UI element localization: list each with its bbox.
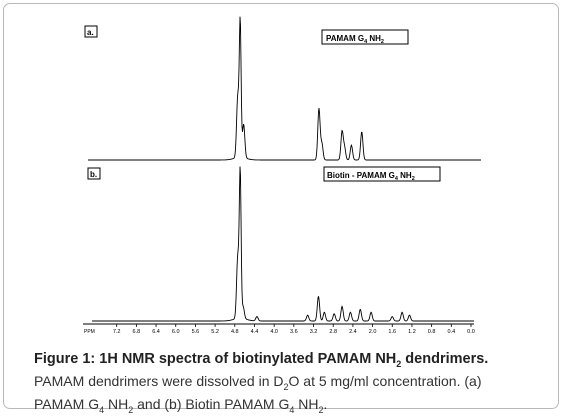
caption-body: PAMAM dendrimers were dissolved in D2O a… [34, 372, 482, 415]
x-tick-label: 6.4 [152, 329, 160, 335]
x-tick-label: 1.6 [388, 329, 396, 335]
x-tick-label: 4.8 [231, 329, 239, 335]
x-tick-label: 0.4 [447, 329, 455, 335]
caption-title: Figure 1: 1H NMR spectra of biotinylated… [34, 351, 489, 369]
x-tick-label: 1.2 [408, 329, 416, 335]
x-tick-label: 6.0 [172, 329, 180, 335]
x-tick-label: 7.2 [113, 329, 121, 335]
x-tick-label: 0.8 [428, 329, 436, 335]
x-tick-label: 4.0 [270, 329, 278, 335]
panel-b-label: b. [90, 170, 97, 179]
x-tick-label: 2.0 [369, 329, 377, 335]
panel-b-compound-label: Biotin - PAMAM G4 NH2 [327, 171, 415, 182]
x-tick-label: 2.4 [349, 329, 357, 335]
panel-b-compound-box [323, 166, 441, 182]
x-tick-label: 3.2 [310, 329, 318, 335]
spectrum-trace-a [88, 16, 481, 161]
panel-a-label-box [84, 25, 98, 38]
figure-frame [3, 3, 559, 409]
panel-b-label-box [87, 167, 101, 180]
x-tick-label: 0.0 [467, 329, 475, 335]
panel-a-compound-label: PAMAM G4 NH2 [326, 34, 384, 45]
panel-a-compound-box [321, 29, 409, 45]
x-tick-label: 5.6 [192, 329, 200, 335]
x-tick-label: 5.2 [211, 329, 219, 335]
panel-b: b. Biotin - PAMAM G4 NH2 [87, 166, 474, 322]
x-tick-label: 3.6 [290, 329, 298, 335]
x-tick-label: 2.8 [329, 329, 337, 335]
panel-a-label: a. [87, 28, 94, 37]
x-tick-label: 6.8 [133, 329, 141, 335]
panel-a: a. PAMAM G4 NH2 [84, 16, 481, 161]
figure-caption: Figure 1: 1H NMR spectra of biotinylated… [34, 350, 554, 418]
x-axis-title: PPM [84, 329, 95, 335]
x-tick-label: 4.4 [251, 329, 259, 335]
x-axis: PPM 7.2 6.8 6.4 6.0 5.6 5.2 4.8 4.4 4.0 3.6 3.2 2.8… [83, 323, 475, 335]
spectrum-trace-b [92, 166, 474, 322]
